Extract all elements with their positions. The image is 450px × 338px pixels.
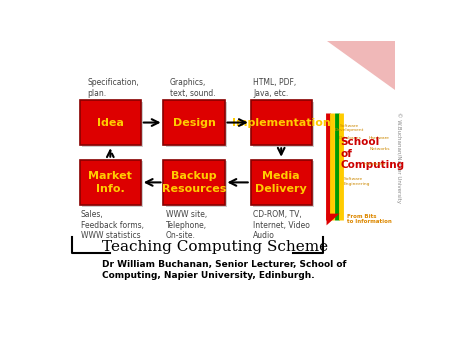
Text: Market
Info.: Market Info. [88,171,132,194]
Polygon shape [327,41,395,90]
Text: HTML, PDF,
Java, etc.: HTML, PDF, Java, etc. [253,78,297,98]
FancyBboxPatch shape [253,162,314,207]
FancyBboxPatch shape [163,100,225,145]
Text: Hardware: Hardware [369,136,389,140]
FancyBboxPatch shape [80,100,141,145]
Text: Sales,
Feedback forms,
WWW statistics: Sales, Feedback forms, WWW statistics [81,210,144,240]
Text: Specification,
plan.: Specification, plan. [88,78,140,98]
Text: CD-ROM, TV,
Internet, Video
Audio: CD-ROM, TV, Internet, Video Audio [253,210,310,240]
FancyBboxPatch shape [82,162,143,207]
Text: Networks: Networks [370,147,391,151]
FancyBboxPatch shape [253,102,314,147]
Text: Design: Design [172,118,216,127]
Text: School
of
Computing: School of Computing [341,137,405,170]
FancyBboxPatch shape [251,160,312,205]
FancyBboxPatch shape [163,160,225,205]
Text: Databases: Databases [339,136,362,140]
Text: WWW site,
Telephone,
On-site.: WWW site, Telephone, On-site. [166,210,207,240]
Text: Teaching Computing Scheme: Teaching Computing Scheme [102,240,328,254]
Text: © W.Buchanan/Napier University: © W.Buchanan/Napier University [396,112,401,203]
Text: Implementation: Implementation [232,118,331,127]
Text: Graphics,
text, sound.: Graphics, text, sound. [170,78,215,98]
Text: Software
Engineering: Software Engineering [344,177,370,186]
Text: Idea: Idea [97,118,124,127]
FancyBboxPatch shape [251,100,312,145]
Text: Media
Delivery: Media Delivery [255,171,307,194]
Polygon shape [327,214,339,225]
Text: Dr William Buchanan, Senior Lecturer, School of
Computing, Napier University, Ed: Dr William Buchanan, Senior Lecturer, Sc… [102,261,346,280]
FancyBboxPatch shape [82,102,143,147]
Text: Interfaces: Interfaces [363,162,385,166]
Text: Backup
Resources: Backup Resources [162,171,226,194]
FancyBboxPatch shape [80,160,141,205]
Text: Software
Development: Software Development [334,124,364,132]
FancyBboxPatch shape [166,102,227,147]
FancyBboxPatch shape [166,162,227,207]
Text: From Bits
to Information: From Bits to Information [347,214,392,224]
